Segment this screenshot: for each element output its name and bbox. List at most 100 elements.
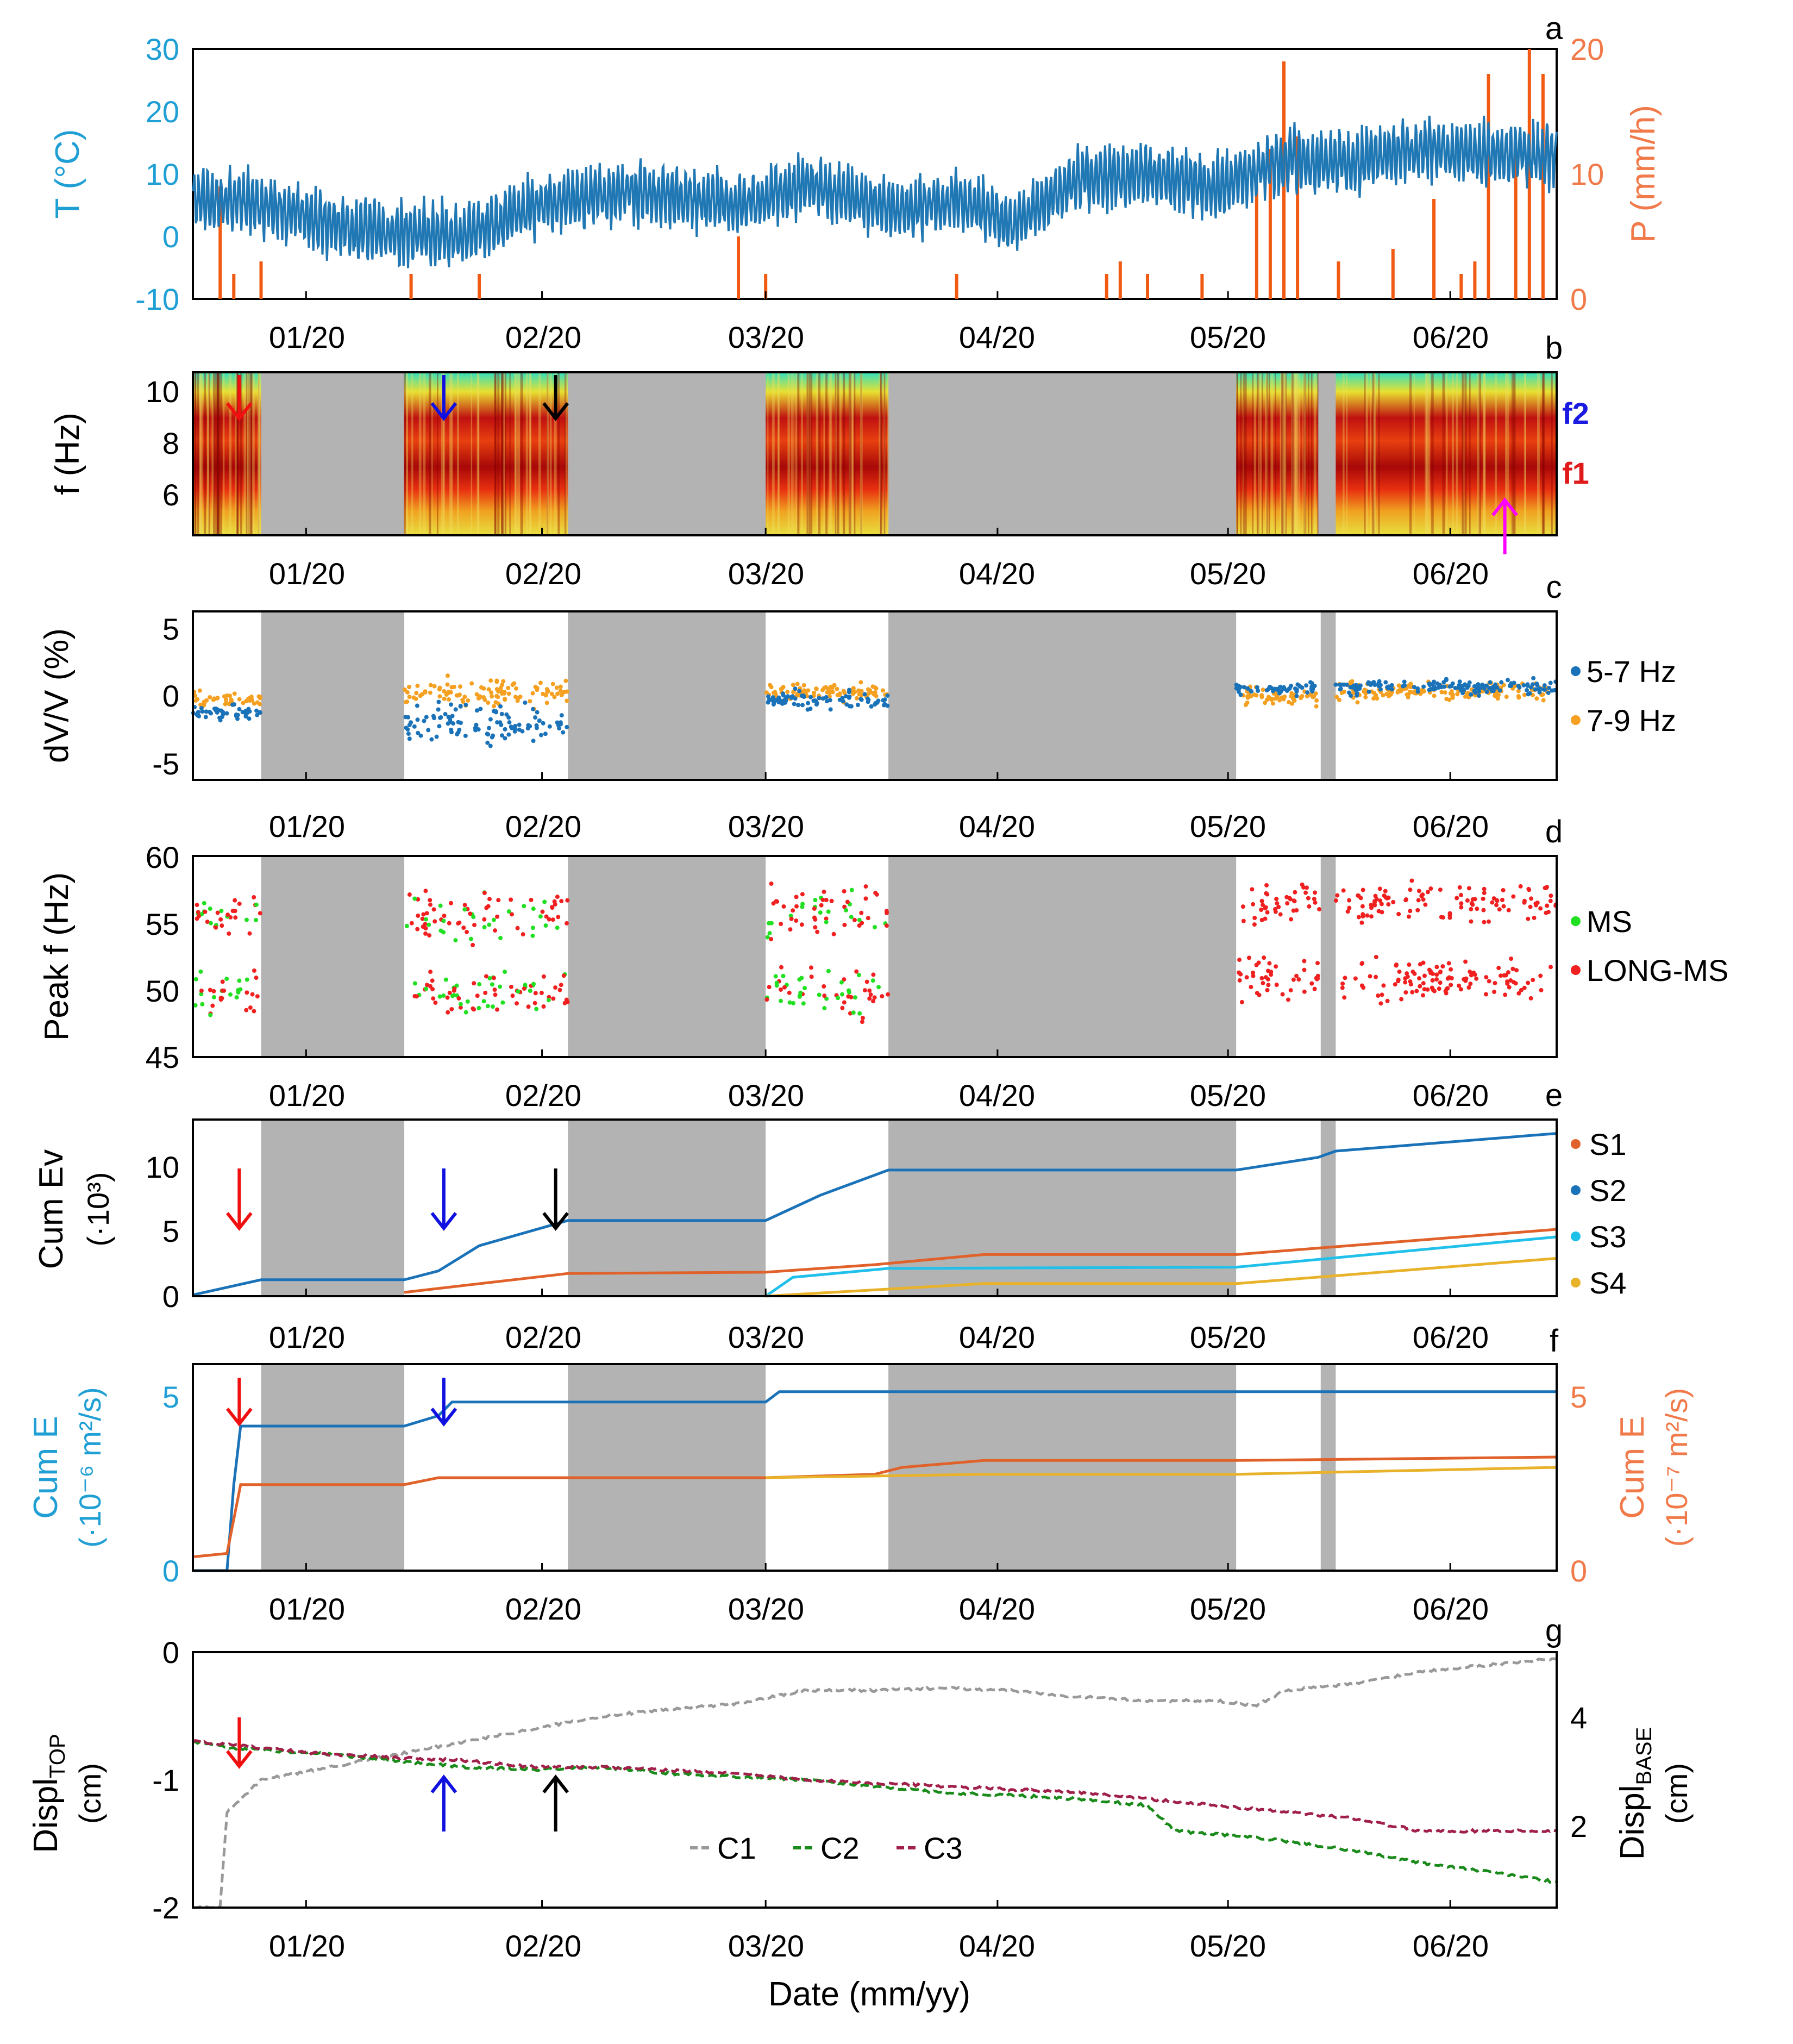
peak-f-point xyxy=(491,917,496,922)
peak-f-point xyxy=(510,912,515,917)
dvv-point xyxy=(1371,696,1376,701)
peak-f-point xyxy=(522,904,526,909)
peak-f-point xyxy=(199,988,204,993)
peak-f-point xyxy=(886,992,891,997)
peak-f-point xyxy=(237,978,242,983)
dvv-point xyxy=(557,726,562,731)
dvv-point xyxy=(1338,687,1343,692)
peak-f-point xyxy=(208,987,212,992)
dvv-point xyxy=(835,686,839,691)
peak-f-point xyxy=(874,892,879,897)
data-gap xyxy=(888,1120,1237,1296)
dvv-point xyxy=(1444,697,1449,702)
peak-f-point xyxy=(1380,992,1384,997)
peak-f-point xyxy=(857,923,862,928)
legend-label-c3: C3 xyxy=(924,1831,963,1865)
peak-f-point xyxy=(254,902,259,907)
peak-f-point xyxy=(1394,963,1399,968)
dvv-point xyxy=(198,702,203,707)
peak-f-point xyxy=(559,899,564,904)
peak-f-point xyxy=(1288,988,1293,993)
panel-g-ytick-right: 2 xyxy=(1570,1809,1587,1843)
dvv-point xyxy=(1368,683,1373,687)
peak-f-point xyxy=(225,912,230,917)
peak-f-point xyxy=(1449,983,1453,987)
peak-f-point xyxy=(1420,892,1425,897)
dvv-point xyxy=(866,687,870,692)
peak-f-point xyxy=(1237,970,1242,975)
peak-f-point xyxy=(1302,959,1307,964)
dvv-point xyxy=(418,733,423,738)
dvv-point xyxy=(541,721,546,726)
peak-f-point xyxy=(863,884,868,889)
peak-f-point xyxy=(200,1002,205,1007)
peak-f-point xyxy=(767,985,772,990)
peak-f-point xyxy=(1407,962,1412,967)
cum-e-line xyxy=(192,1455,1557,1559)
dvv-point xyxy=(221,712,225,717)
dvv-point xyxy=(193,693,198,698)
peak-f-point xyxy=(860,1020,864,1024)
dvv-point xyxy=(1259,693,1264,698)
peak-f-point xyxy=(842,1000,847,1005)
dvv-point xyxy=(862,692,867,697)
dvv-point xyxy=(1363,695,1368,699)
dvv-point xyxy=(209,711,214,716)
dvv-point xyxy=(561,730,566,735)
dvv-point xyxy=(1263,701,1268,705)
dvv-point xyxy=(230,702,235,707)
dvv-point xyxy=(509,724,513,729)
dvv-point xyxy=(1493,693,1497,698)
peak-f-point xyxy=(1259,917,1264,922)
peak-f-point xyxy=(1302,989,1307,994)
dvv-point xyxy=(499,722,504,727)
displ-base-word: Displ xyxy=(1614,1785,1651,1860)
peak-f-point xyxy=(842,904,847,909)
peak-f-point xyxy=(244,917,249,922)
peak-f-point xyxy=(809,974,814,979)
peak-f-point xyxy=(1286,997,1290,1002)
peak-f-point xyxy=(1353,976,1358,981)
arrow-head xyxy=(225,1408,253,1427)
peak-f-point xyxy=(195,903,199,908)
dvv-point xyxy=(801,683,806,687)
dvv-point xyxy=(498,704,503,709)
peak-f-point xyxy=(453,938,458,943)
dvv-point xyxy=(1541,687,1546,692)
peak-f-point xyxy=(196,910,200,915)
peak-f-point xyxy=(457,920,462,925)
dvv-point xyxy=(1381,693,1386,698)
data-gap xyxy=(261,1364,405,1571)
dvv-point xyxy=(1497,688,1502,693)
date-tick-label: 02/20 xyxy=(505,809,581,843)
dvv-point xyxy=(246,696,251,701)
peak-f-point xyxy=(1506,970,1510,975)
peak-f-point xyxy=(244,1008,249,1012)
panel-f-ylabel-right: Cum E xyxy=(1614,1416,1651,1518)
dvv-point xyxy=(494,678,499,683)
peak-f-point xyxy=(509,984,513,989)
peak-f-point xyxy=(1360,904,1365,909)
arrow-head xyxy=(225,402,253,421)
peak-f-point xyxy=(430,987,435,992)
peak-f-point xyxy=(526,1004,531,1009)
dvv-point xyxy=(1349,685,1354,690)
dvv-point xyxy=(825,690,830,695)
peak-f-point xyxy=(1418,984,1422,989)
peak-f-point xyxy=(1374,954,1378,959)
dvv-point xyxy=(466,698,471,703)
peak-f-point xyxy=(234,995,239,1000)
peak-f-point xyxy=(1466,886,1471,891)
dvv-point xyxy=(442,689,447,694)
peak-f-point xyxy=(773,974,778,979)
dvv-point xyxy=(407,695,412,699)
dvv-point xyxy=(249,698,254,703)
peak-f-point xyxy=(831,932,836,936)
peak-f-point xyxy=(1501,904,1506,909)
dvv-point xyxy=(463,733,468,738)
peak-f-point xyxy=(1396,979,1401,984)
peak-f-point xyxy=(220,923,224,928)
date-tick-label: 01/20 xyxy=(269,809,345,843)
dvv-point xyxy=(852,690,857,695)
peak-f-point xyxy=(559,983,563,987)
